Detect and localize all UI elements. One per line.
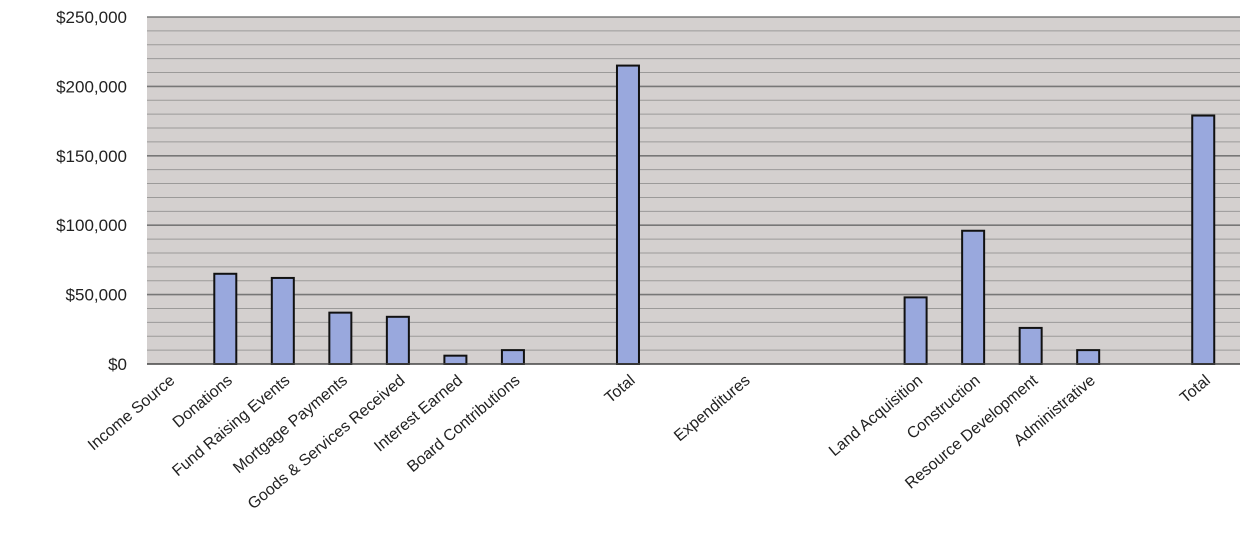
y-axis-ticks: $0 $50,000 $100,000 $150,000 $200,000 $250,00…	[56, 8, 127, 374]
bar	[1018, 326, 1043, 365]
x-tick-label: Total	[602, 372, 639, 407]
bar	[443, 354, 468, 365]
bar	[328, 311, 353, 366]
x-tick-label: Board Contributions	[404, 372, 523, 476]
y-tick-label: $50,000	[66, 286, 127, 305]
y-tick-label: $250,000	[56, 8, 127, 27]
x-tick-label: Land Acquisition	[826, 372, 926, 460]
bar	[500, 349, 525, 365]
y-tick-label: $150,000	[56, 147, 127, 166]
bar	[961, 229, 986, 365]
bar	[1191, 114, 1216, 365]
gridlines	[147, 16, 1240, 351]
bars	[213, 64, 1216, 366]
y-tick-label: $0	[108, 355, 127, 374]
bar	[615, 64, 640, 366]
plot-area	[147, 17, 1240, 364]
x-tick-label: Expenditures	[671, 372, 753, 445]
x-tick-label: Income Source	[85, 372, 178, 454]
bar	[903, 296, 928, 366]
bar	[385, 315, 410, 366]
x-tick-label: Total	[1177, 372, 1214, 407]
bar	[1076, 349, 1101, 365]
bar	[213, 272, 238, 365]
y-tick-label: $100,000	[56, 216, 127, 235]
y-tick-label: $200,000	[56, 77, 127, 96]
bar	[270, 276, 295, 365]
